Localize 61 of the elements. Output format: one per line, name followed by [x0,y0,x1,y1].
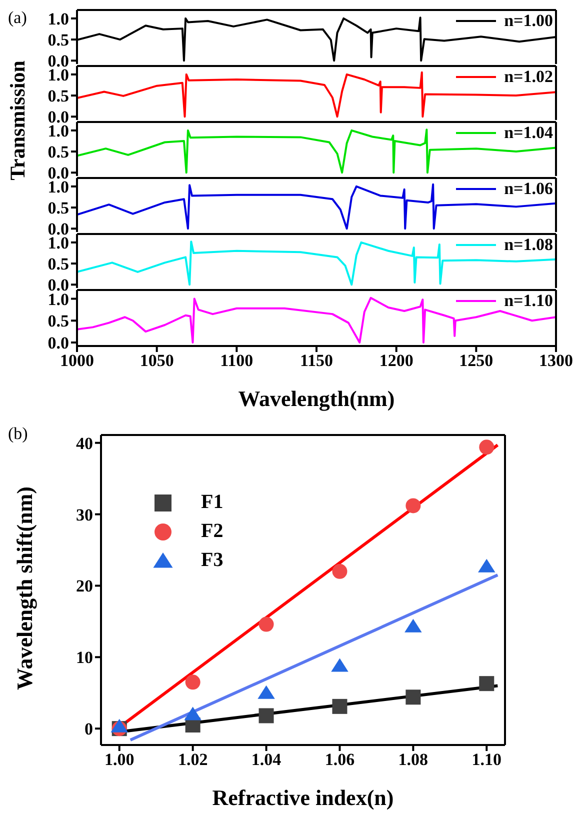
y-tick-label: 0.0 [48,334,69,353]
line-series [77,240,556,286]
legend-label: n=1.02 [504,67,553,87]
point [184,706,202,720]
text: (a) [8,8,27,28]
x-tick-label: 1.04 [251,750,282,770]
legend-label: F1 [201,491,224,514]
y-tick-label: 40 [76,434,93,453]
y-axis-title: Wavelength shift(nm) [12,486,37,690]
y-tick-label: 0.5 [48,142,69,162]
point [332,698,348,714]
x-tick-label: 1300 [539,351,573,370]
point [331,658,348,672]
point [258,708,274,724]
legend-label: n=1.04 [504,123,553,143]
x-tick-label: 1050 [140,351,174,370]
legend-label: n=1.08 [504,235,553,255]
point [479,676,494,692]
legend-label: n=1.06 [504,179,553,199]
y-tick-label: 0.5 [48,254,69,274]
point [406,498,421,514]
point [185,674,200,690]
x-tick-label: 1000 [60,351,94,370]
point [479,440,494,455]
line-series [77,183,556,230]
y-tick-label: 1.0 [48,9,69,28]
y-tick-label: 20 [76,576,93,596]
x-tick-label: 1100 [220,351,254,370]
text: (b) [8,424,28,444]
y-tick-label: 0.5 [48,198,69,218]
x-tick-label: 1250 [459,351,494,370]
y-tick-label: 0 [84,720,93,739]
legend-label: n=1.10 [504,291,553,311]
x-tick-label: 1200 [379,351,414,370]
point [258,616,274,632]
x-tick-label: 1.00 [104,750,134,770]
point [404,618,422,632]
line-series [77,71,556,118]
point [478,558,496,572]
legend-label: F3 [201,549,224,572]
x-tick-label: 1150 [300,351,334,370]
y-axis-title: Transmission [6,60,30,180]
x-axis-title: Wavelength(nm) [238,386,395,411]
y-tick-label: 30 [76,505,93,524]
line-series [77,128,556,174]
y-tick-label: 0.5 [48,86,69,106]
line-series [77,296,556,344]
x-tick-label: 1.06 [324,750,355,770]
x-axis-title: Refractive index(n) [212,785,394,810]
y-tick-label: 0.5 [48,312,69,331]
x-tick-label: 1.08 [398,750,428,770]
point [406,690,421,705]
point [110,718,128,732]
x-tick-label: 1.02 [178,750,208,770]
point [258,685,275,699]
x-tick-label: 1.10 [472,750,502,770]
legend-label: F2 [201,520,224,543]
legend-label: n=1.00 [504,11,553,31]
y-tick-label: 0.5 [48,30,69,50]
point [332,564,348,579]
y-tick-label: 10 [76,648,93,668]
